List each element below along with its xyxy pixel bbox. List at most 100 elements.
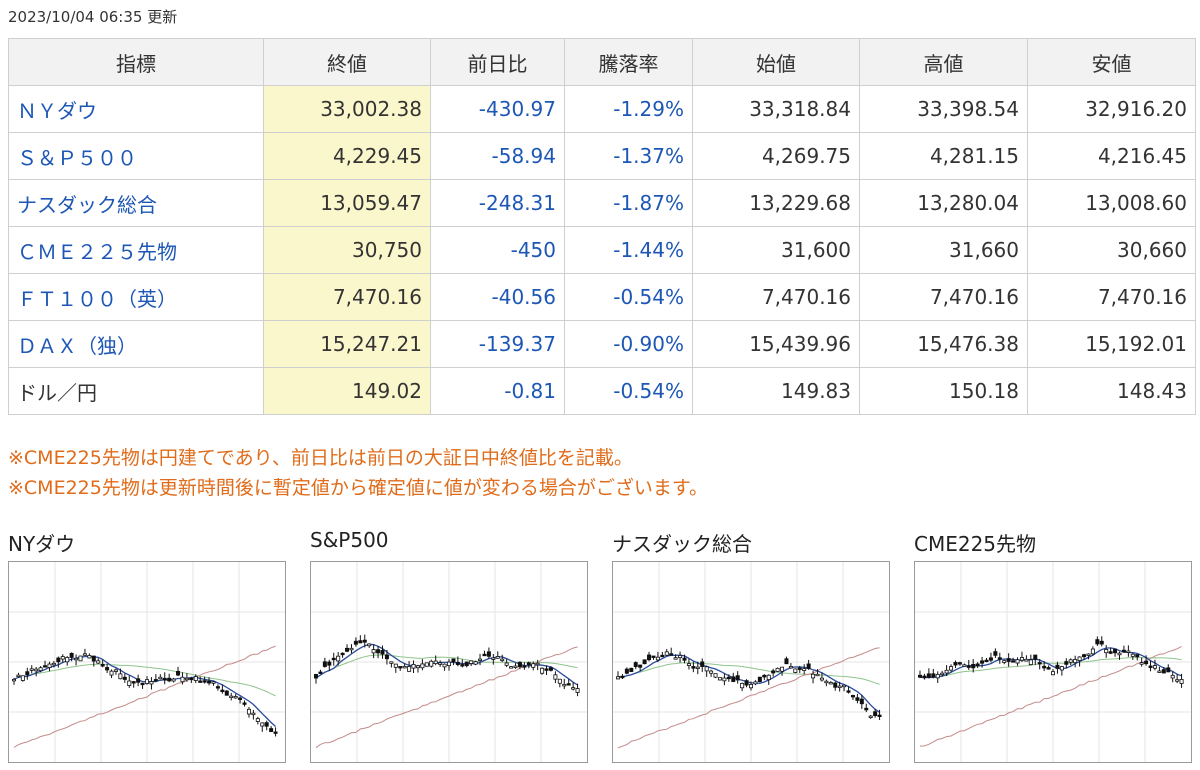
candle-body	[318, 671, 323, 674]
candle-body	[122, 676, 127, 680]
candle-body	[43, 665, 48, 668]
candle-body	[926, 673, 931, 678]
chart-sp500[interactable]	[310, 561, 588, 763]
candle-body	[1055, 664, 1060, 669]
indicator-link[interactable]: ＣＭＥ２２５先物	[17, 239, 177, 264]
candle-body	[966, 665, 971, 668]
candle-body	[473, 661, 478, 665]
candle-body	[1135, 654, 1140, 658]
candle-body	[517, 661, 522, 668]
candle-body	[251, 712, 256, 716]
close-cell: 30,750	[263, 226, 431, 274]
rate-cell: -0.54%	[564, 367, 693, 415]
moving-average-line	[13, 663, 276, 697]
candle-body	[451, 658, 456, 663]
candle-body	[127, 680, 132, 686]
candle-body	[87, 655, 92, 659]
note-cme-currency: ※CME225先物は円建てであり、前日比は前日の大証日中終値比を記載。	[8, 447, 633, 469]
candle-body	[1113, 648, 1118, 654]
candle-body	[771, 670, 776, 674]
candle-body	[215, 686, 220, 689]
high-cell: 13,280.04	[859, 179, 1028, 227]
table-header-row: 指標 終値 前日比 騰落率 始値 高値 安値	[8, 38, 1196, 86]
indicator-name-cell[interactable]: Ｓ＆Ｐ５００	[8, 132, 264, 180]
candle-body	[424, 662, 429, 667]
candle-body	[51, 662, 56, 666]
candle-body	[420, 663, 425, 669]
candle-body	[207, 680, 212, 684]
candle-body	[744, 680, 749, 686]
candle-body	[957, 662, 962, 665]
indicator-name-cell[interactable]: ＤＡＸ（独）	[8, 320, 264, 368]
close-cell: 13,059.47	[263, 179, 431, 227]
close-cell: 7,470.16	[263, 273, 431, 321]
change-cell: -450	[430, 226, 565, 274]
high-cell: 7,470.16	[859, 273, 1028, 321]
indicator-name-cell[interactable]: ナスダック総合	[8, 179, 264, 227]
high-cell: 33,398.54	[859, 85, 1028, 133]
indicator-name-cell[interactable]: ＦＴ１００（英）	[8, 273, 264, 321]
update-timestamp: 2023/10/04 06:35 更新	[8, 8, 178, 26]
candle-body	[984, 659, 989, 663]
candle-body	[859, 698, 864, 705]
candle-body	[353, 640, 358, 645]
candle-body	[91, 655, 96, 662]
candle-body	[202, 680, 207, 683]
candle-body	[500, 658, 505, 662]
candle-body	[757, 676, 762, 682]
candle-body	[566, 683, 571, 686]
candle-body	[25, 671, 30, 676]
chart-cme225[interactable]	[914, 561, 1192, 763]
indicator-name-cell[interactable]: ＮＹダウ	[8, 85, 264, 133]
rate-cell: -1.87%	[564, 179, 693, 227]
candle-body	[695, 666, 700, 669]
candle-body	[371, 649, 376, 654]
candle-body	[988, 657, 993, 661]
candle-body	[944, 669, 949, 674]
candle-body	[189, 677, 194, 681]
high-cell: 15,476.38	[859, 320, 1028, 368]
moving-average-line	[919, 656, 1182, 678]
candle-body	[389, 661, 394, 664]
header-rate: 騰落率	[564, 38, 693, 86]
rate-cell: -0.90%	[564, 320, 693, 368]
market-index-table: 指標 終値 前日比 騰落率 始値 高値 安値 ＮＹダウ 33,002.38 -430…	[8, 38, 1196, 415]
candle-body	[717, 677, 722, 681]
candle-body	[136, 678, 141, 683]
indicator-link[interactable]: ＦＴ１００（英）	[17, 286, 177, 311]
table-row: ＮＹダウ 33,002.38 -430.97 -1.29% 33,318.84 33,39…	[8, 85, 1196, 133]
candle-body	[140, 682, 145, 686]
candle-body	[460, 664, 465, 667]
candle-body	[553, 674, 558, 680]
candle-body	[864, 707, 869, 711]
low-cell: 32,916.20	[1027, 85, 1196, 133]
candle-body	[393, 663, 398, 668]
candle-body	[238, 697, 243, 700]
candle-body	[557, 678, 562, 684]
header-change: 前日比	[430, 38, 565, 86]
indicator-link[interactable]: Ｓ＆Ｐ５００	[17, 145, 137, 170]
indicator-link[interactable]: ＤＡＸ（独）	[17, 333, 137, 358]
candle-body	[415, 665, 420, 669]
candle-body	[1157, 670, 1162, 673]
indicator-link[interactable]: ナスダック総合	[17, 192, 157, 217]
candle-body	[260, 722, 265, 727]
chart-nasdaq[interactable]	[612, 561, 890, 763]
indicator-name-cell[interactable]: ＣＭＥ２２５先物	[8, 226, 264, 274]
candle-body	[322, 661, 327, 667]
candle-body	[495, 656, 500, 659]
chart-nydow[interactable]	[8, 561, 286, 763]
candle-body	[153, 679, 158, 682]
candle-body	[700, 661, 705, 667]
candle-body	[1015, 659, 1020, 664]
candle-body	[504, 662, 509, 666]
candle-body	[940, 672, 945, 676]
moving-average-line	[617, 654, 880, 713]
candle-body	[158, 676, 163, 680]
candle-body	[1152, 665, 1157, 669]
indicator-link[interactable]: ＮＹダウ	[17, 98, 97, 123]
open-cell: 15,439.96	[692, 320, 860, 368]
moving-average-line	[13, 655, 277, 727]
candle-body	[748, 684, 753, 689]
candle-body	[1077, 656, 1082, 662]
